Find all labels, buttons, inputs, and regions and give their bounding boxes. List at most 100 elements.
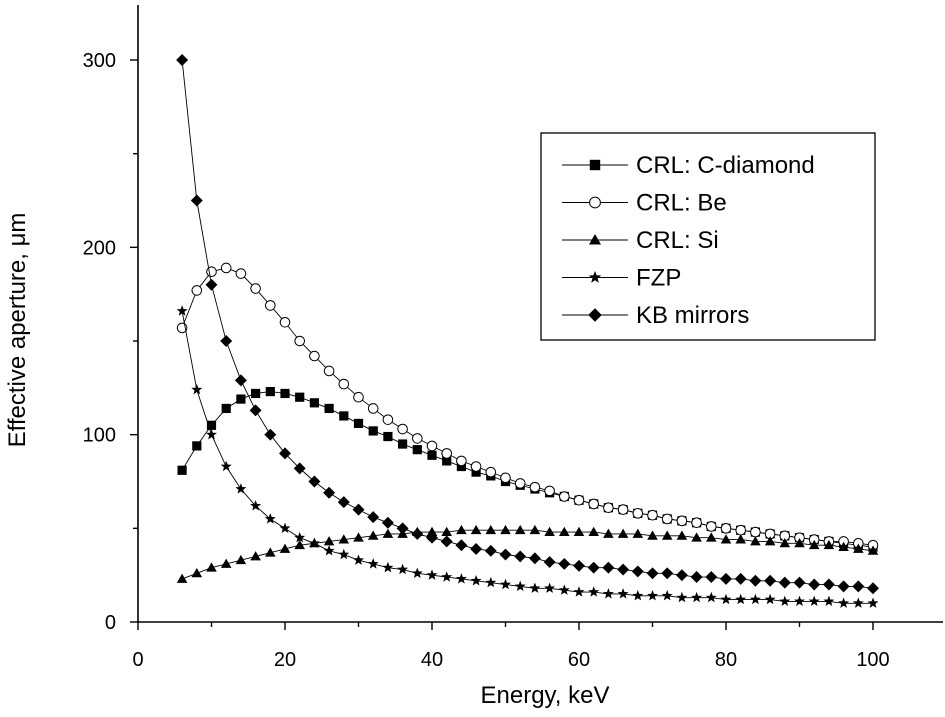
data-point [279, 543, 291, 553]
data-point [573, 494, 585, 506]
data-point [323, 536, 335, 546]
x-tick-label: 20 [274, 649, 296, 671]
data-point [720, 534, 732, 544]
legend-label: CRL: C-diamond [636, 152, 815, 179]
data-point [764, 574, 777, 587]
data-point [588, 526, 599, 537]
data-point [250, 500, 262, 511]
data-point [471, 467, 481, 477]
data-point [764, 593, 776, 605]
data-point [500, 524, 511, 535]
data-point [381, 516, 394, 529]
data-point [529, 524, 541, 535]
data-point [690, 571, 703, 584]
data-point [632, 508, 644, 519]
data-point [456, 455, 467, 467]
data-point [382, 528, 394, 538]
data-point [338, 548, 350, 560]
data-point [588, 498, 600, 510]
data-point [206, 562, 217, 572]
data-point [514, 580, 526, 592]
data-point [529, 481, 541, 493]
data-point [250, 283, 261, 294]
data-point [456, 461, 466, 472]
data-point [631, 565, 644, 578]
data-point [573, 559, 585, 572]
data-point [632, 528, 644, 538]
data-point [176, 573, 188, 583]
data-point [367, 403, 379, 414]
data-point [867, 582, 879, 595]
data-point [735, 524, 747, 536]
legend-label: CRL: Si [636, 227, 719, 254]
data-point [750, 536, 761, 546]
data-point [500, 578, 511, 590]
data-point [676, 530, 688, 540]
data-point [412, 445, 422, 455]
data-point [559, 491, 570, 502]
series-line [181, 391, 874, 548]
data-point [735, 534, 746, 544]
data-point [485, 466, 497, 478]
data-point [398, 439, 408, 449]
data-point [441, 448, 453, 459]
y-ticks: 0 100 200 300 [83, 50, 138, 634]
data-point [647, 509, 658, 521]
data-point [397, 563, 409, 575]
data-point [324, 403, 334, 414]
data-point [647, 530, 658, 540]
data-point [823, 539, 835, 550]
data-point [661, 530, 673, 540]
data-point [295, 392, 305, 402]
data-point [339, 411, 349, 421]
data-point [544, 526, 555, 537]
data-point [206, 420, 217, 430]
data-point [177, 465, 187, 475]
data-point [661, 590, 673, 601]
data-point [514, 550, 527, 563]
data-point [676, 591, 688, 603]
data-point [367, 530, 379, 540]
data-point [323, 545, 335, 556]
x-tick-label: 80 [715, 649, 737, 671]
data-point [779, 595, 791, 607]
data-point [808, 578, 821, 591]
data-point [720, 572, 732, 585]
data-point [440, 535, 453, 548]
x-axis-label: Energy, keV [481, 682, 610, 709]
data-point [705, 571, 718, 584]
data-point [749, 593, 761, 605]
data-point [499, 548, 512, 561]
data-point [220, 460, 232, 472]
data-point [234, 374, 247, 387]
y-tick-label: 100 [83, 425, 116, 447]
series-star [176, 305, 879, 608]
data-point [220, 262, 232, 274]
data-point [221, 403, 231, 414]
data-point [603, 502, 614, 514]
data-point [235, 483, 247, 494]
data-point [750, 526, 761, 538]
data-point [280, 388, 290, 399]
data-point [249, 404, 262, 417]
x-tick-label: 60 [568, 649, 590, 671]
data-point [544, 582, 556, 593]
data-point [294, 335, 306, 347]
data-point [558, 584, 570, 595]
data-point [603, 528, 614, 538]
data-point [837, 580, 850, 593]
data-point [191, 383, 203, 395]
data-point [617, 563, 630, 576]
x-ticks: 0 20 40 60 80 100 [132, 622, 890, 671]
data-point [265, 300, 276, 311]
data-point [441, 526, 452, 537]
data-point [265, 386, 275, 397]
data-point [470, 461, 482, 472]
data-point [852, 597, 864, 608]
data-point [706, 521, 717, 532]
data-point [412, 433, 423, 444]
data-point [838, 541, 849, 552]
data-point [396, 522, 409, 535]
data-point [236, 394, 246, 404]
data-point [720, 593, 732, 605]
